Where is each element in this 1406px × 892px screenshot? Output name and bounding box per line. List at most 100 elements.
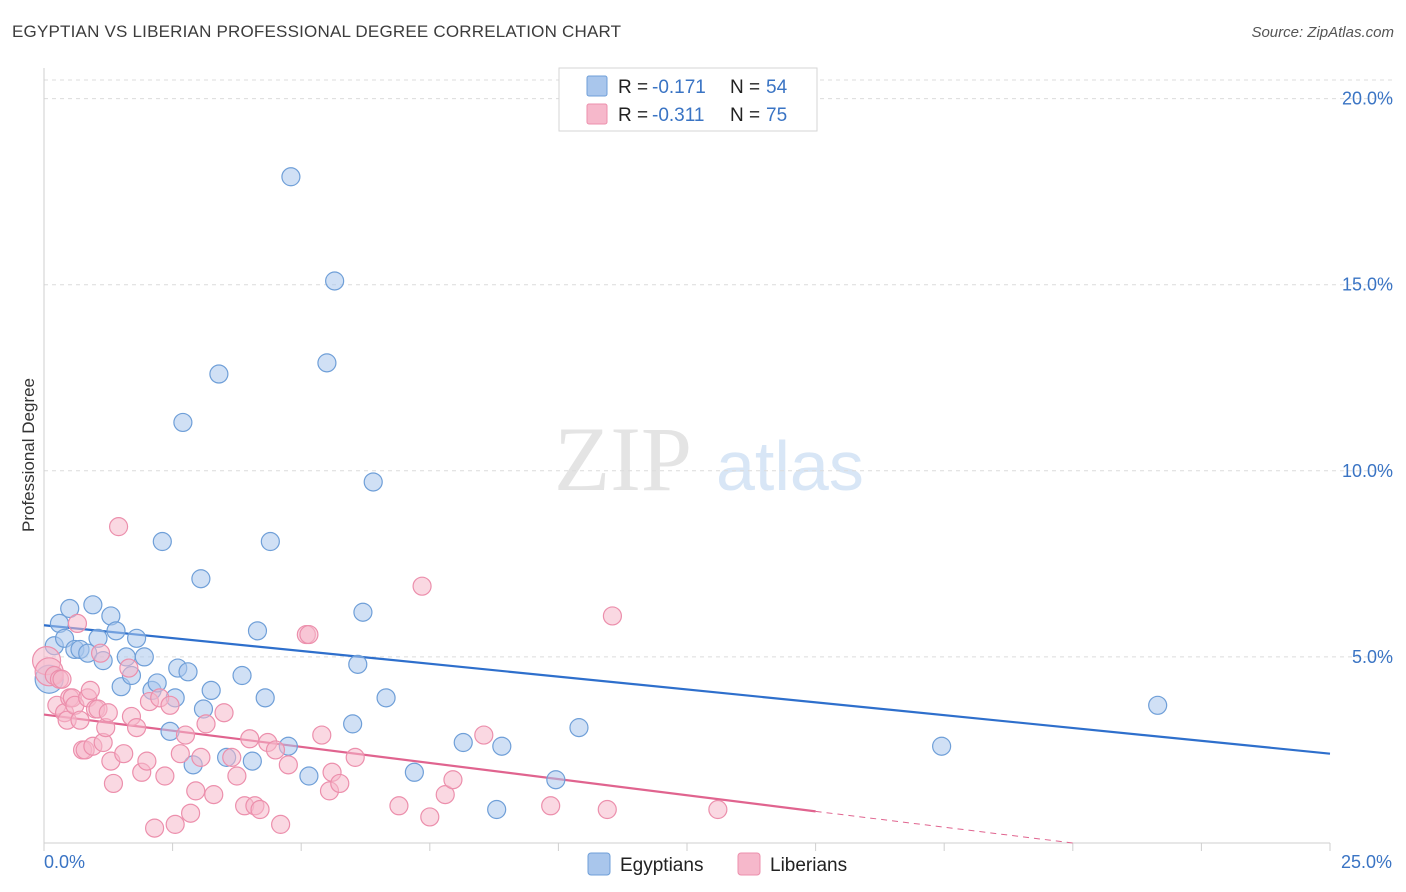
- egyptians-point-44: [353, 602, 373, 622]
- correlation-legend: R = -0.171 N = 54 R = -0.311 N = 75: [558, 67, 818, 132]
- egyptians-point-50: [492, 736, 512, 756]
- egyptians-point-33: [242, 751, 262, 771]
- egyptians-point-52: [569, 718, 589, 738]
- liberians-point-67: [435, 785, 455, 805]
- liberians-point-23: [98, 703, 118, 723]
- egyptians-point-12: [106, 621, 126, 641]
- egyptians-point-43: [348, 654, 368, 674]
- watermark-zip: ZIP: [554, 408, 692, 510]
- y-tick-label-5: 5.0%: [1352, 647, 1393, 667]
- legend-n-label-liberians: N =: [730, 105, 760, 126]
- x-tick-label-max: 25.0%: [1341, 852, 1392, 872]
- liberians-trend-line-2: [815, 810, 1073, 844]
- liberians-point-73: [708, 799, 728, 820]
- legend-label-liberians: Liberians: [770, 855, 847, 876]
- liberians-point-56: [278, 755, 298, 775]
- liberians-point-44: [196, 714, 216, 734]
- legend-n-value-liberians: 75: [766, 105, 787, 126]
- legend-r-label-liberians: R =: [618, 105, 648, 126]
- liberians-point-55: [271, 814, 291, 834]
- legend-r-value-egyptians: -0.171: [652, 77, 706, 98]
- y-tick-label-10: 10.0%: [1342, 461, 1393, 481]
- egyptians-point-27: [191, 569, 211, 589]
- legend-swatch-liberians-bottom: [737, 852, 761, 876]
- liberians-point-50: [240, 729, 260, 749]
- liberians-point-68: [443, 770, 463, 790]
- egyptians-point-51: [546, 770, 566, 790]
- egyptians-point-46: [376, 688, 396, 708]
- y-axis-label: Professional Degree: [19, 378, 38, 532]
- liberians-point-48: [227, 766, 247, 786]
- egyptians-trend-line-0: [43, 624, 1331, 755]
- egyptians-point-39: [299, 766, 319, 786]
- egyptians-point-42: [343, 714, 363, 734]
- egyptians-point-4: [60, 598, 80, 619]
- legend-r-label-egyptians: R =: [618, 77, 648, 98]
- liberians-point-37: [160, 695, 180, 715]
- liberians-point-40: [175, 725, 196, 745]
- series-legend: Egyptians Liberians: [587, 852, 847, 876]
- liberians-point-12: [70, 710, 90, 730]
- chart-title: EGYPTIAN VS LIBERIAN PROFESSIONAL DEGREE…: [12, 22, 622, 41]
- liberians-point-46: [214, 703, 234, 723]
- egyptians-point-35: [255, 688, 275, 708]
- legend-n-value-egyptians: 54: [766, 77, 788, 98]
- egyptians-point-41: [325, 271, 345, 291]
- liberians-point-45: [204, 785, 224, 805]
- egyptians-point-20: [152, 531, 172, 552]
- egyptians-point-16: [126, 628, 147, 648]
- liberians-point-30: [126, 718, 147, 738]
- egyptians-point-40: [317, 353, 337, 373]
- y-tick-label-15: 15.0%: [1342, 275, 1393, 295]
- liberians-point-63: [345, 747, 365, 767]
- liberians-trend-line-1: [43, 713, 816, 813]
- x-tick-label-min: 0.0%: [44, 852, 85, 872]
- liberians-point-32: [137, 751, 157, 771]
- liberians-point-25: [103, 773, 124, 794]
- egyptians-point-30: [209, 364, 229, 384]
- liberians-point-42: [186, 781, 206, 801]
- egyptians-point-54: [1148, 695, 1168, 715]
- liberians-point-11: [67, 613, 88, 634]
- liberians-point-66: [420, 807, 440, 827]
- egyptians-point-24: [173, 412, 193, 433]
- liberians-point-39: [170, 744, 190, 764]
- liberians-point-47: [222, 747, 242, 767]
- liberians-point-27: [114, 744, 134, 764]
- liberians-point-36: [155, 766, 175, 786]
- egyptians-point-47: [404, 762, 424, 782]
- liberians-point-54: [265, 740, 286, 760]
- legend-swatch-egyptians-bottom: [587, 852, 611, 876]
- liberians-point-5: [52, 669, 72, 689]
- legend-swatch-egyptians: [586, 75, 608, 97]
- liberians-point-28: [119, 658, 139, 678]
- egyptians-point-48: [453, 732, 473, 753]
- liberians-point-34: [144, 818, 165, 838]
- liberians-point-41: [181, 803, 201, 823]
- liberians-point-43: [191, 747, 211, 767]
- egyptians-point-17: [134, 647, 154, 667]
- egyptians-point-34: [247, 621, 268, 641]
- liberians-point-64: [389, 796, 409, 816]
- watermark-atlas: atlas: [716, 427, 864, 505]
- liberians-point-38: [165, 814, 185, 834]
- egyptians-point-49: [487, 799, 507, 820]
- y-tick-label-20: 20.0%: [1342, 89, 1393, 109]
- liberians-point-52: [250, 799, 270, 820]
- liberians-point-26: [108, 517, 129, 537]
- legend-r-value-liberians: -0.311: [652, 105, 704, 126]
- liberians-point-20: [90, 643, 111, 663]
- egyptians-point-29: [201, 680, 221, 701]
- egyptians-point-53: [932, 736, 952, 756]
- egyptians-point-8: [83, 595, 103, 615]
- legend-swatch-liberians: [586, 103, 608, 125]
- egyptians-point-25: [178, 662, 198, 682]
- liberians-point-72: [597, 799, 617, 820]
- legend-n-label-egyptians: N =: [730, 77, 760, 98]
- liberians-point-70: [541, 796, 561, 816]
- source-label: Source: ZipAtlas.com: [1251, 24, 1394, 41]
- liberians-point-59: [312, 725, 332, 745]
- legend-label-egyptians: Egyptians: [620, 855, 703, 876]
- liberians-point-58: [299, 624, 319, 645]
